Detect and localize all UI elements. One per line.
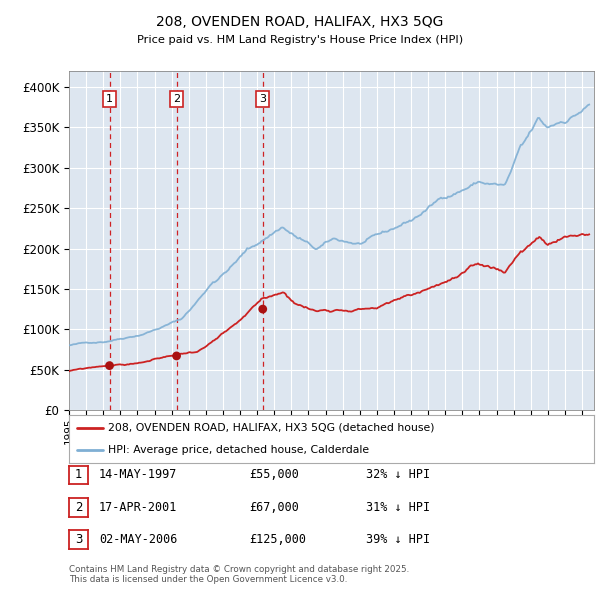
Text: £67,000: £67,000 bbox=[249, 501, 299, 514]
Text: This data is licensed under the Open Government Licence v3.0.: This data is licensed under the Open Gov… bbox=[69, 575, 347, 584]
Text: 1: 1 bbox=[106, 94, 113, 104]
Point bbox=[172, 351, 181, 360]
Text: Contains HM Land Registry data © Crown copyright and database right 2025.: Contains HM Land Registry data © Crown c… bbox=[69, 565, 409, 574]
Text: 32% ↓ HPI: 32% ↓ HPI bbox=[366, 468, 430, 481]
Text: 2: 2 bbox=[75, 501, 82, 514]
Text: 31% ↓ HPI: 31% ↓ HPI bbox=[366, 501, 430, 514]
Text: 02-MAY-2006: 02-MAY-2006 bbox=[99, 533, 178, 546]
Text: 3: 3 bbox=[259, 94, 266, 104]
Text: HPI: Average price, detached house, Calderdale: HPI: Average price, detached house, Cald… bbox=[109, 445, 370, 455]
Text: £125,000: £125,000 bbox=[249, 533, 306, 546]
Text: 1: 1 bbox=[75, 468, 82, 481]
Text: 17-APR-2001: 17-APR-2001 bbox=[99, 501, 178, 514]
Text: Price paid vs. HM Land Registry's House Price Index (HPI): Price paid vs. HM Land Registry's House … bbox=[137, 35, 463, 45]
Point bbox=[105, 361, 115, 371]
Text: 3: 3 bbox=[75, 533, 82, 546]
Text: 39% ↓ HPI: 39% ↓ HPI bbox=[366, 533, 430, 546]
Text: 2: 2 bbox=[173, 94, 180, 104]
Text: £55,000: £55,000 bbox=[249, 468, 299, 481]
Text: 208, OVENDEN ROAD, HALIFAX, HX3 5QG: 208, OVENDEN ROAD, HALIFAX, HX3 5QG bbox=[157, 15, 443, 29]
Point bbox=[258, 304, 268, 314]
Text: 208, OVENDEN ROAD, HALIFAX, HX3 5QG (detached house): 208, OVENDEN ROAD, HALIFAX, HX3 5QG (det… bbox=[109, 423, 435, 433]
Text: 14-MAY-1997: 14-MAY-1997 bbox=[99, 468, 178, 481]
